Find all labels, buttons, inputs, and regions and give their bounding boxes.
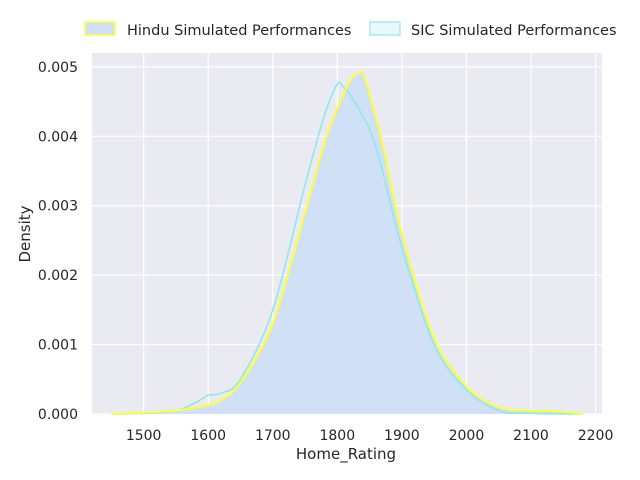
y-axis-ticks: 0.000 0.001 0.002 0.003 0.004 0.005 (38, 60, 78, 423)
legend-swatch-hindu (84, 21, 116, 36)
x-tick-label-7: 2200 (578, 428, 614, 444)
y-tick-label-1: 0.001 (38, 338, 78, 354)
x-tick-label-2: 1700 (255, 428, 291, 444)
series-line-1 (111, 81, 583, 415)
y-tick-label-4: 0.004 (38, 129, 78, 145)
legend-swatch-sic (369, 21, 401, 36)
x-tick-label-3: 1800 (319, 428, 355, 444)
x-axis-ticks: 1500 1600 1700 1800 1900 2000 2100 2200 (126, 428, 614, 444)
y-tick-label-5: 0.005 (38, 60, 78, 76)
x-tick-label-0: 1500 (126, 428, 162, 444)
x-tick-label-6: 2100 (513, 428, 549, 444)
series-line-0 (111, 71, 583, 415)
y-tick-label-2: 0.002 (38, 268, 78, 284)
y-tick-label-3: 0.003 (38, 199, 78, 215)
x-tick-label-4: 1900 (384, 428, 420, 444)
y-axis-label: Density (16, 205, 34, 262)
y-tick-label-0: 0.000 (38, 407, 78, 423)
series-group (111, 71, 583, 415)
legend-label-sic: SIC Simulated Performances (411, 23, 617, 39)
x-tick-label-5: 2000 (449, 428, 485, 444)
x-axis-label: Home_Rating (296, 445, 396, 464)
x-tick-label-1: 1600 (190, 428, 226, 444)
legend: Hindu Simulated Performances SIC Simulat… (84, 21, 617, 39)
series-fill-0 (111, 71, 583, 415)
legend-label-hindu: Hindu Simulated Performances (127, 23, 351, 39)
